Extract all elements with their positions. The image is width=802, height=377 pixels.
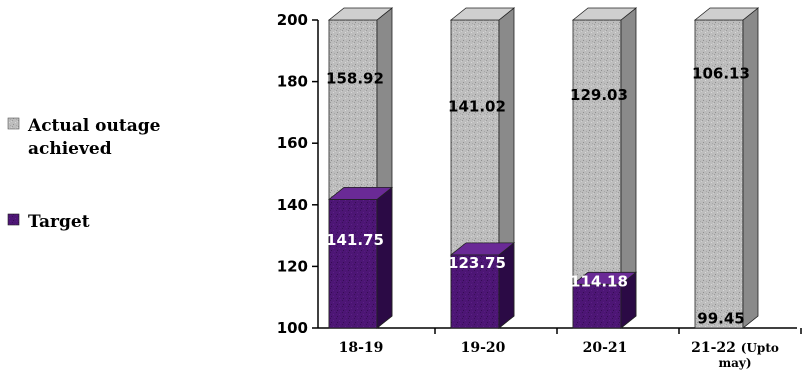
bar-target-19-20	[449, 242, 516, 329]
bar-target-18-19-side	[376, 186, 393, 329]
data-label-target: 99.45	[697, 309, 744, 327]
bar-actual-19-20-top	[449, 7, 516, 21]
legend-label-target: Target	[28, 212, 90, 232]
legend: Actual outage achieved Target	[7, 116, 161, 232]
bar-actual-21-22-Upto-may--front	[694, 19, 744, 329]
y-tick-label: 120	[277, 257, 308, 275]
x-tick-label: 20-21	[583, 340, 628, 356]
bar-target-20-21-top	[571, 271, 638, 285]
x-tick-label: 18-19	[339, 340, 384, 356]
legend-label-actual: Actual outage achieved	[27, 116, 161, 159]
bar-target-18-19-front	[328, 199, 378, 329]
data-label-actual: 106.13	[692, 65, 750, 83]
y-tick-label: 200	[277, 11, 308, 29]
y-tick-label: 160	[277, 134, 308, 152]
y-tick-label: 100	[277, 319, 308, 337]
bars: 158.92 141.75 141.02 123.75 129.03 114.18 106.…	[326, 7, 760, 329]
data-label-actual: 141.02	[448, 97, 506, 115]
bar-target-19-20-top	[449, 242, 516, 256]
bar-actual-18-19-top	[327, 7, 394, 21]
legend-swatch-actual	[7, 117, 20, 130]
bar-actual-21-22-Upto-may--side	[742, 7, 759, 329]
legend-swatch-target	[7, 213, 20, 226]
x-tick-label: 21-22 (Upto may)	[691, 340, 779, 370]
y-axis-ticks: 100 120 140 160 180 200	[277, 11, 318, 337]
bar-actual-21-22-Upto-may-	[693, 7, 760, 329]
bar-actual-21-22-Upto-may--top	[693, 7, 760, 21]
data-label-target: 141.75	[326, 231, 384, 249]
data-label-actual: 158.92	[326, 70, 384, 88]
bar-target-18-19-top	[327, 187, 394, 200]
data-label-target: 123.75	[448, 254, 506, 272]
data-label-target: 114.18	[570, 272, 628, 290]
y-tick-label: 180	[277, 73, 308, 91]
bar-actual-20-21	[571, 7, 638, 329]
data-label-actual: 129.03	[570, 86, 628, 104]
y-tick-label: 140	[277, 196, 308, 214]
bar-target-20-21-front	[572, 283, 622, 329]
x-tick-label: 19-20	[461, 340, 506, 356]
bar-target-18-19	[327, 186, 394, 329]
bar-actual-20-21-top	[571, 7, 638, 21]
bar-target-20-21	[571, 271, 638, 329]
x-axis-labels: 18-19 19-20 20-21 21-22 (Upto may)	[339, 328, 802, 370]
